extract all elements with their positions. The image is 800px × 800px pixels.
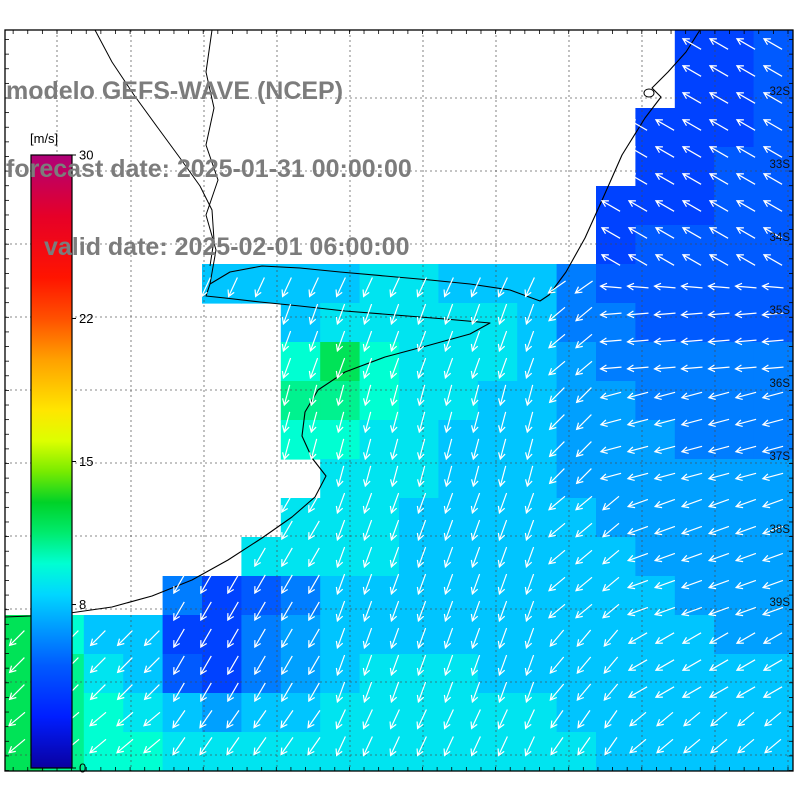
latitude-labels: 32S 33S 34S 35S 36S 37S 38S 39S xyxy=(770,86,791,609)
colorbar-tick-label: 30 xyxy=(79,148,93,163)
colorbar: [m/s] 30 22 15 8 0 xyxy=(30,131,93,776)
latitude-label: 35S xyxy=(770,305,791,317)
colorbar-tick-label: 8 xyxy=(79,597,86,612)
colorbar-tick-label: 15 xyxy=(79,454,93,469)
colorbar-tick-label: 0 xyxy=(79,761,86,776)
colorbar-gradient xyxy=(30,154,73,769)
latitude-label: 38S xyxy=(770,524,791,536)
coastline xyxy=(5,30,701,618)
river-line xyxy=(94,30,215,267)
latitude-label: 34S xyxy=(770,232,791,244)
island-outline xyxy=(643,88,655,98)
latitude-label: 32S xyxy=(770,86,791,98)
wave-direction-arrows xyxy=(8,38,784,757)
wave-field xyxy=(5,30,793,771)
latitude-label: 39S xyxy=(770,597,791,609)
latitude-label: 36S xyxy=(770,378,791,390)
colorbar-unit-label: [m/s] xyxy=(30,131,58,146)
map-frame-border xyxy=(4,29,794,772)
latitude-label: 33S xyxy=(770,159,791,171)
graticule-lines xyxy=(5,30,793,771)
river-line xyxy=(205,30,219,285)
latitude-label: 37S xyxy=(770,451,791,463)
colorbar-tick-label: 22 xyxy=(79,311,93,326)
